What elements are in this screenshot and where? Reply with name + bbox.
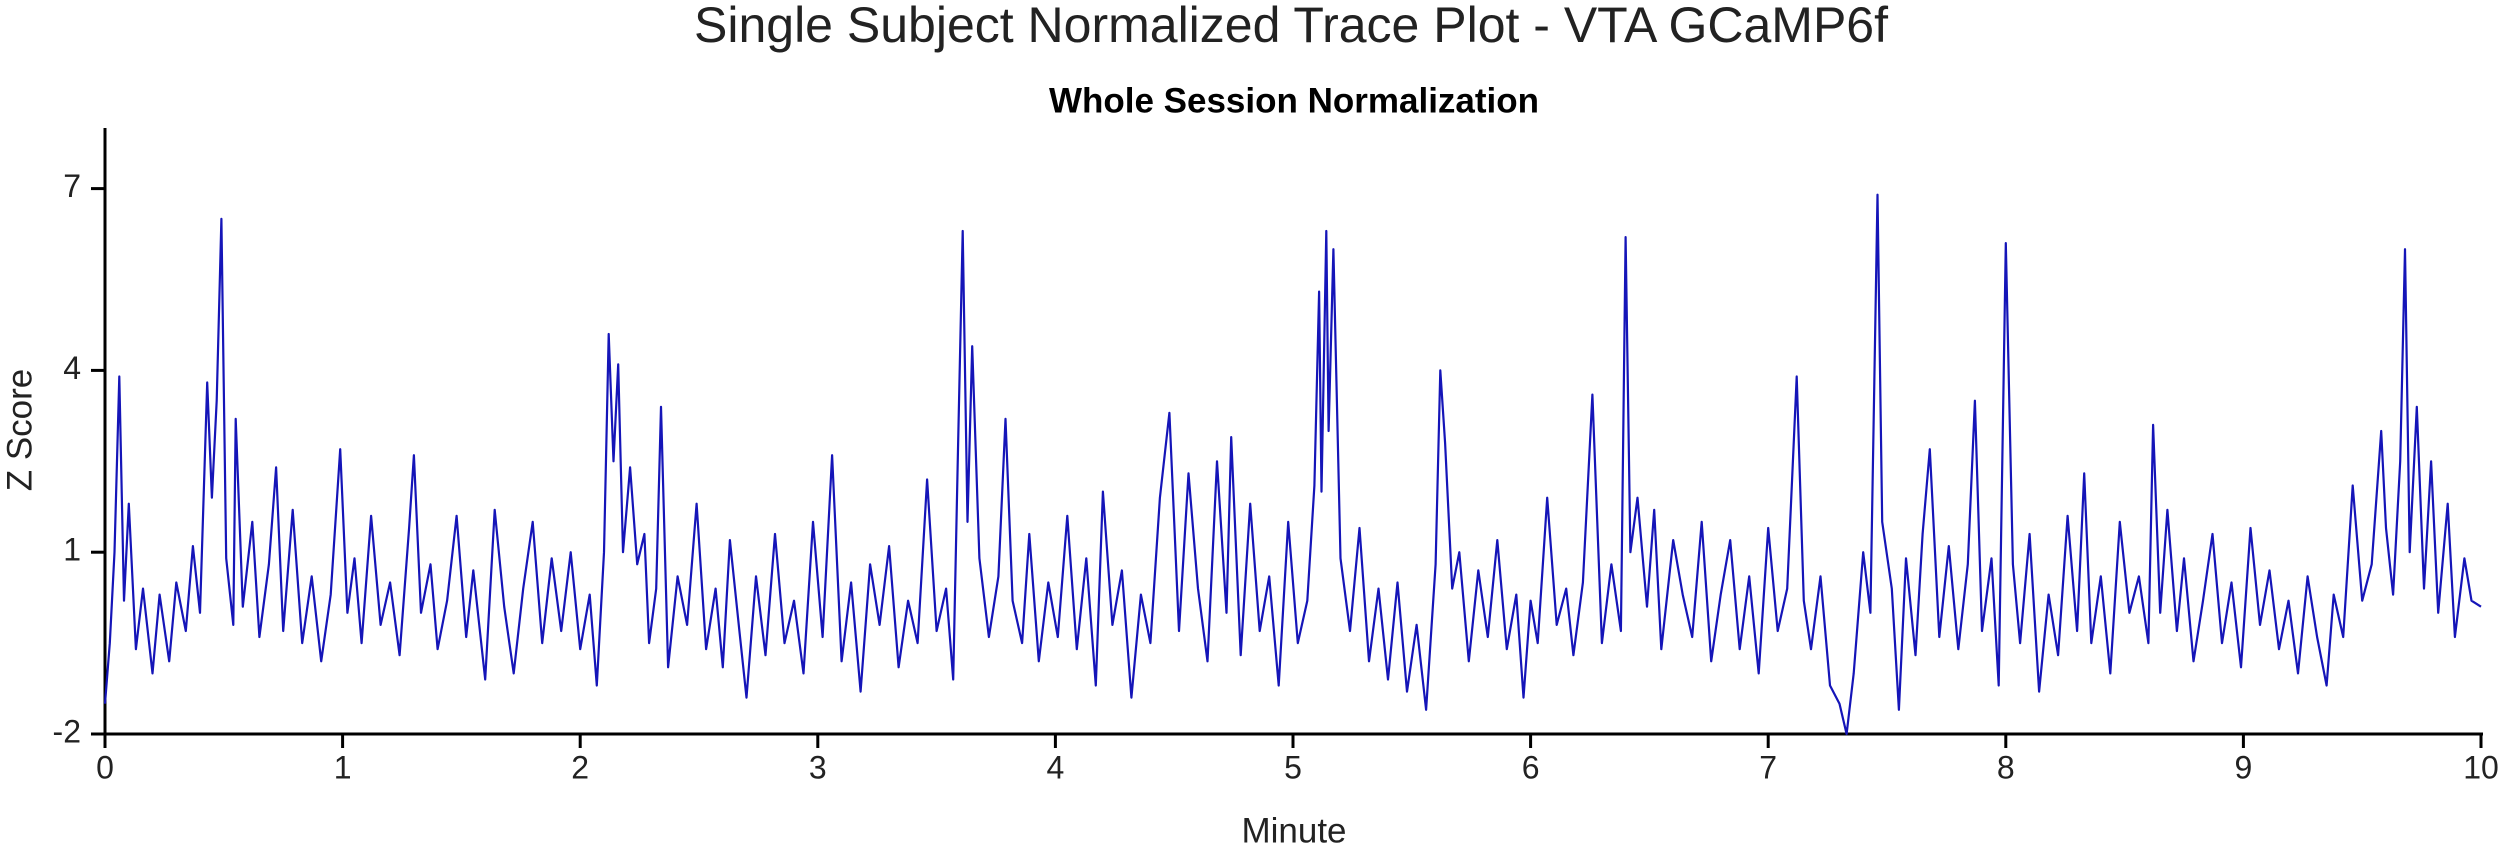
x-tick-label: 2 (571, 749, 589, 785)
x-tick-label: 5 (1284, 749, 1302, 785)
y-tick-label: 4 (63, 350, 81, 386)
chart-title: Single Subject Normalized Trace Plot - V… (694, 0, 1888, 53)
chart-subtitle: Whole Session Normalization (1049, 81, 1539, 120)
x-axis-label: Minute (1241, 811, 1346, 850)
x-tick-label: 10 (2463, 749, 2499, 785)
x-tick-label: 7 (1759, 749, 1777, 785)
x-tick-label: 9 (2235, 749, 2253, 785)
x-tick-label: 8 (1997, 749, 2015, 785)
x-tick-label: 3 (809, 749, 827, 785)
trace-line (103, 193, 2482, 736)
y-tick-label: 1 (63, 532, 81, 568)
y-tick-label: -2 (53, 713, 81, 749)
x-tick-label: 4 (1047, 749, 1065, 785)
y-tick-label: 7 (63, 168, 81, 204)
x-tick-label: 0 (96, 749, 114, 785)
x-tick-label: 1 (334, 749, 352, 785)
x-tick-label: 6 (1522, 749, 1540, 785)
y-axis-label: Z Score (0, 369, 39, 492)
